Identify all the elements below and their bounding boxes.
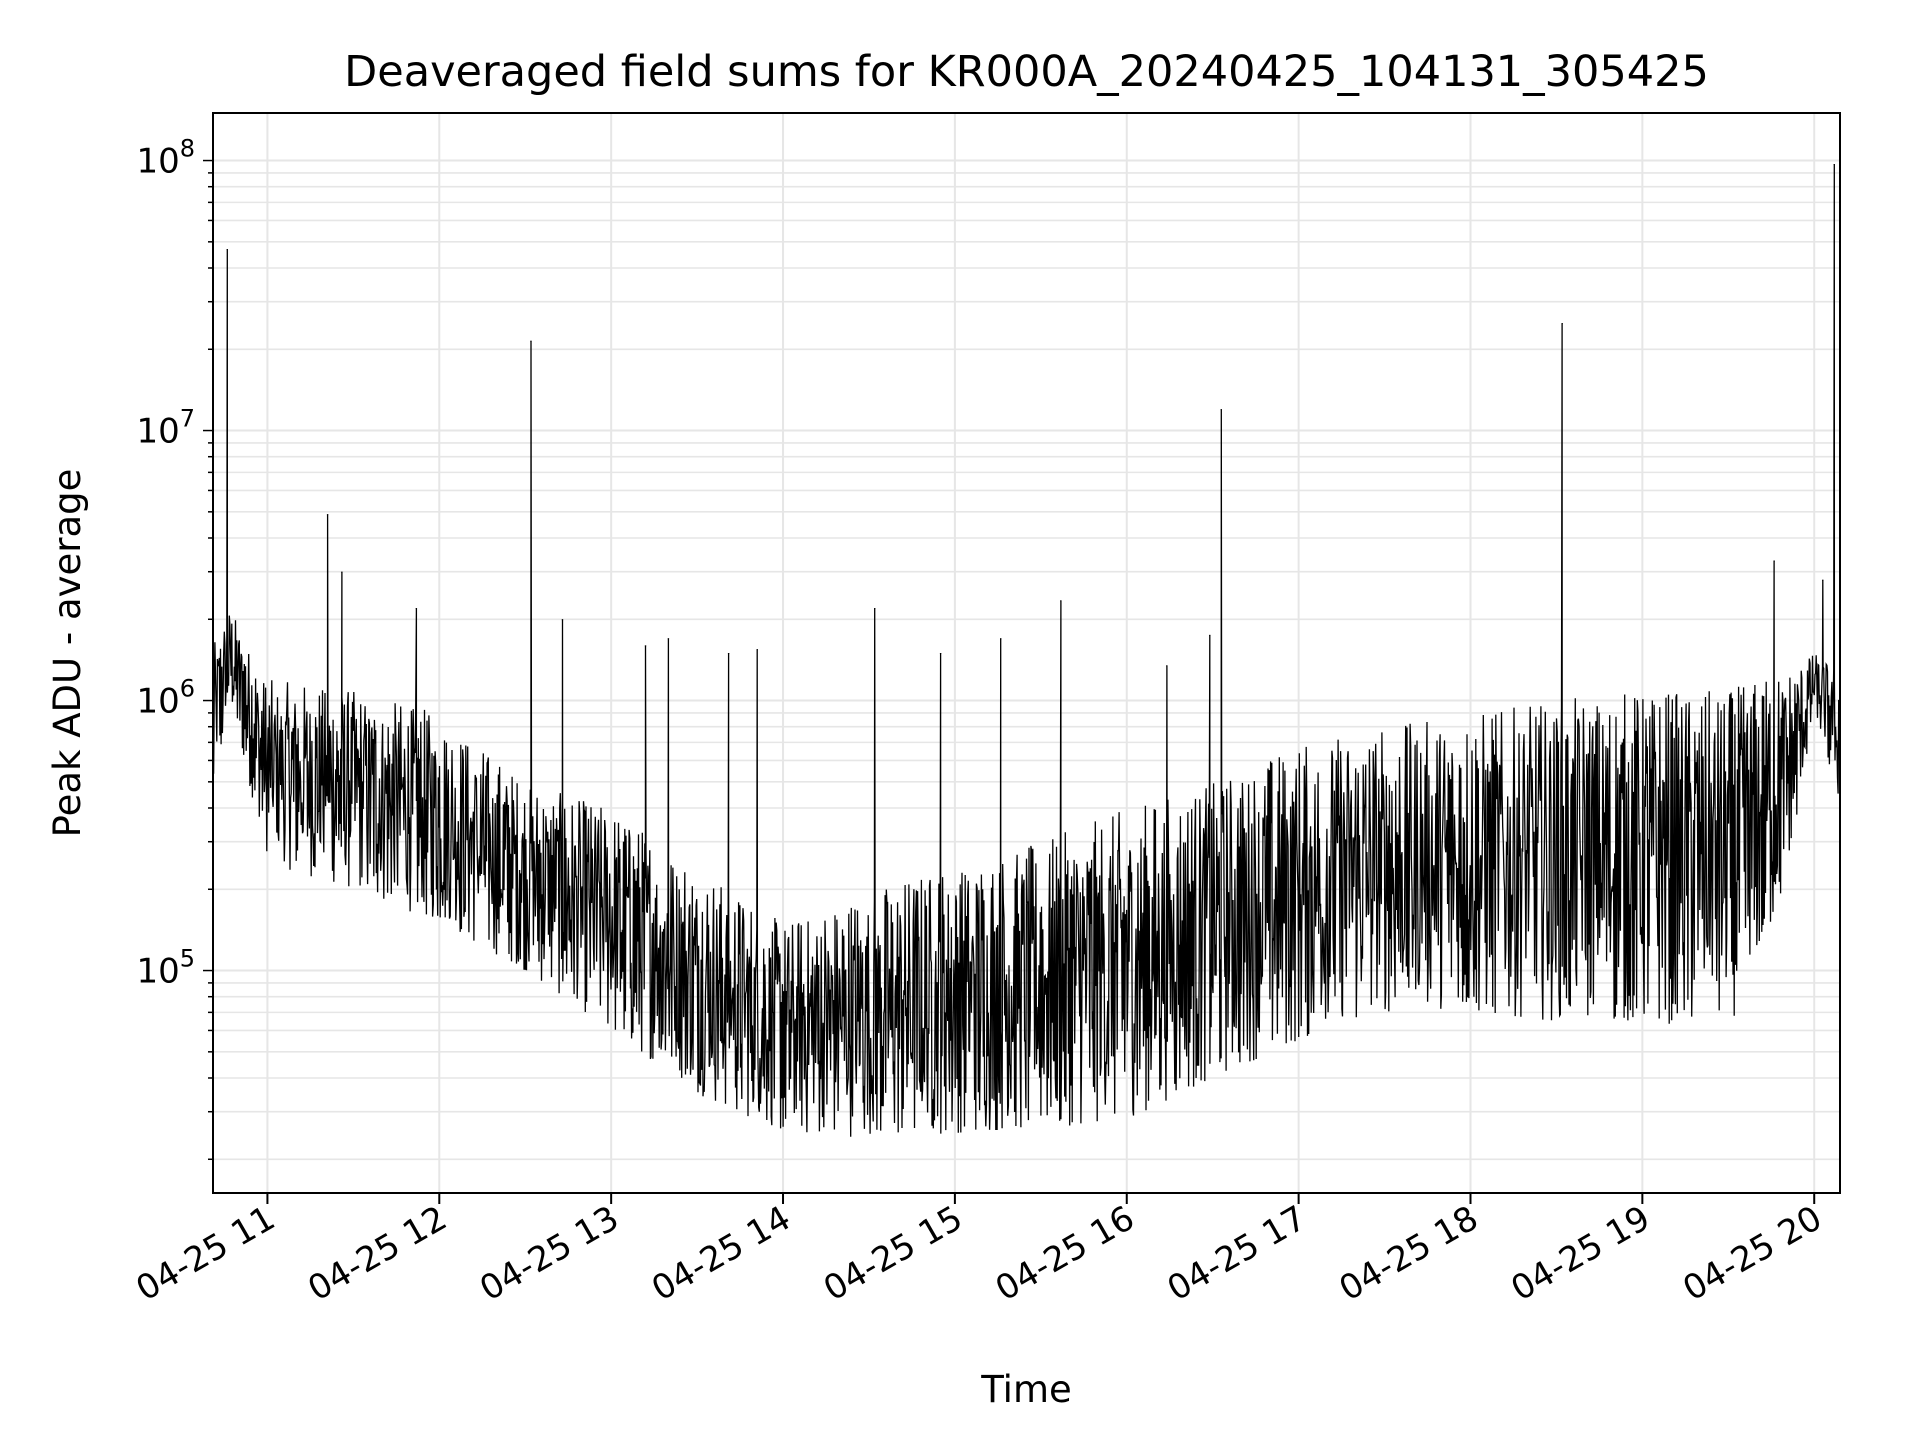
axes-frame xyxy=(212,112,1841,1194)
y-tick-label: 105 xyxy=(136,945,195,992)
y-tick-label: 107 xyxy=(136,405,195,452)
series-path xyxy=(212,164,1841,1137)
x-tick-label: 04-25 19 xyxy=(1504,1198,1656,1309)
y-tick-label: 106 xyxy=(136,675,195,722)
x-tick-label: 04-25 13 xyxy=(473,1198,625,1309)
chart-title: Deaveraged field sums for KR000A_2024042… xyxy=(344,47,1709,97)
y-axis-label: Peak ADU - average xyxy=(46,469,89,838)
x-tick-label: 04-25 12 xyxy=(301,1198,453,1309)
x-tick-label: 04-25 16 xyxy=(989,1198,1141,1309)
x-tick-label: 04-25 14 xyxy=(645,1198,797,1309)
x-axis-label: Time xyxy=(980,1368,1072,1411)
y-axis: 105 106 107 108 xyxy=(136,135,195,992)
series-line xyxy=(212,164,1841,1137)
x-tick-label: 04-25 17 xyxy=(1161,1198,1313,1309)
x-tick-label: 04-25 15 xyxy=(817,1198,969,1309)
x-tick-label: 04-25 18 xyxy=(1333,1198,1485,1309)
x-tick-label: 04-25 20 xyxy=(1676,1198,1828,1309)
y-tick-label: 108 xyxy=(136,135,195,182)
x-axis: 04-25 11 04-25 12 04-25 13 04-25 14 04-25 15… xyxy=(130,1193,1829,1309)
x-tick-label: 04-25 11 xyxy=(130,1198,282,1309)
